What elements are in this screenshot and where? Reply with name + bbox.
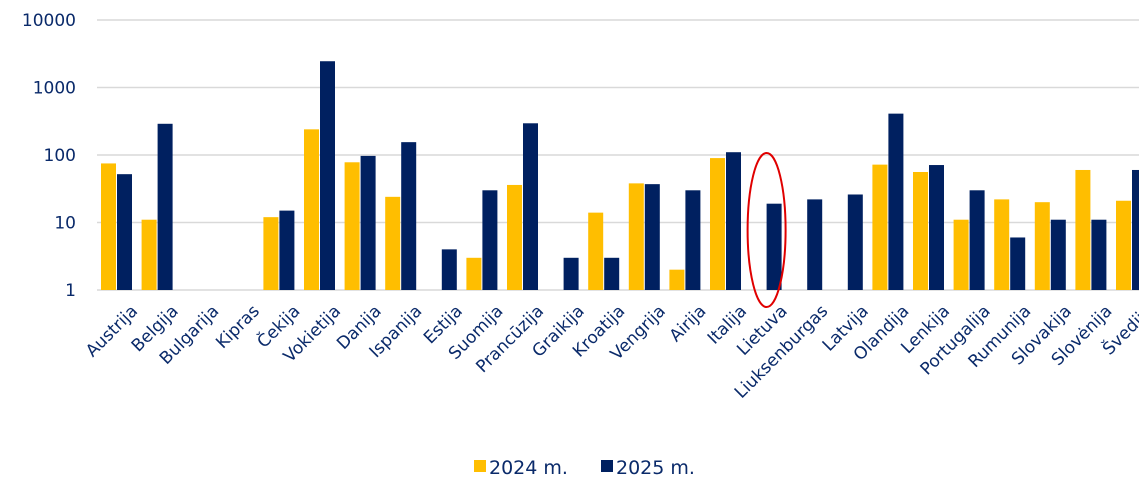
bar xyxy=(847,194,863,290)
x-axis-tick-labels: AustrijaBelgijaBulgarijaKiprasČekijaVoki… xyxy=(82,300,1139,403)
bar xyxy=(710,158,725,290)
bar xyxy=(320,61,335,290)
bar xyxy=(141,219,157,290)
bar xyxy=(466,257,482,290)
bar xyxy=(523,123,538,290)
bar xyxy=(969,190,985,290)
bar xyxy=(482,190,498,290)
legend-swatch xyxy=(474,460,486,472)
bars xyxy=(101,61,1139,291)
bar xyxy=(1116,200,1131,290)
bar xyxy=(304,129,319,290)
bar xyxy=(101,163,116,290)
y-tick-label: 10 xyxy=(54,214,76,234)
legend-swatch xyxy=(601,460,613,472)
bar xyxy=(441,249,457,290)
y-tick-label: 100 xyxy=(44,146,76,166)
x-tick-label: Kipras xyxy=(212,301,264,353)
bar xyxy=(604,257,620,290)
bar xyxy=(263,217,279,290)
y-tick-label: 1000 xyxy=(33,79,76,99)
bar xyxy=(669,269,685,290)
bar xyxy=(644,184,660,290)
bar xyxy=(807,199,823,290)
bar xyxy=(929,165,944,290)
x-tick-label: Airija xyxy=(666,301,711,346)
bar xyxy=(1075,169,1091,290)
bar xyxy=(1132,169,1139,290)
bar xyxy=(726,152,741,290)
legend-label: 2025 m. xyxy=(616,457,695,478)
bar xyxy=(279,210,295,290)
bar xyxy=(385,196,401,290)
bar xyxy=(685,190,701,290)
bar xyxy=(401,142,417,290)
bar xyxy=(888,113,904,291)
bar xyxy=(507,184,522,290)
bar xyxy=(344,162,360,290)
bar xyxy=(953,219,969,290)
bar xyxy=(563,257,579,290)
highlight-group xyxy=(746,152,787,308)
y-tick-label: 1 xyxy=(65,281,76,301)
highlight-ellipse xyxy=(746,152,787,308)
y-tick-label: 10000 xyxy=(22,11,76,31)
bar xyxy=(360,155,376,290)
bar xyxy=(628,183,644,290)
bar xyxy=(157,123,173,290)
bar xyxy=(1091,219,1107,290)
bar xyxy=(117,174,132,290)
legend-label: 2024 m. xyxy=(489,457,568,478)
bar xyxy=(872,164,888,290)
bar xyxy=(1050,219,1066,290)
x-tick-label: Austrija xyxy=(82,301,142,361)
bar xyxy=(994,199,1010,290)
bar xyxy=(588,212,604,290)
bar xyxy=(913,171,928,290)
legend: 2024 m. 2025 m. xyxy=(474,457,695,479)
bar xyxy=(1010,237,1026,290)
y-axis-tick-labels: 1 10 100 1000 10000 xyxy=(22,11,76,301)
bar xyxy=(766,203,782,290)
bar xyxy=(1034,202,1050,290)
